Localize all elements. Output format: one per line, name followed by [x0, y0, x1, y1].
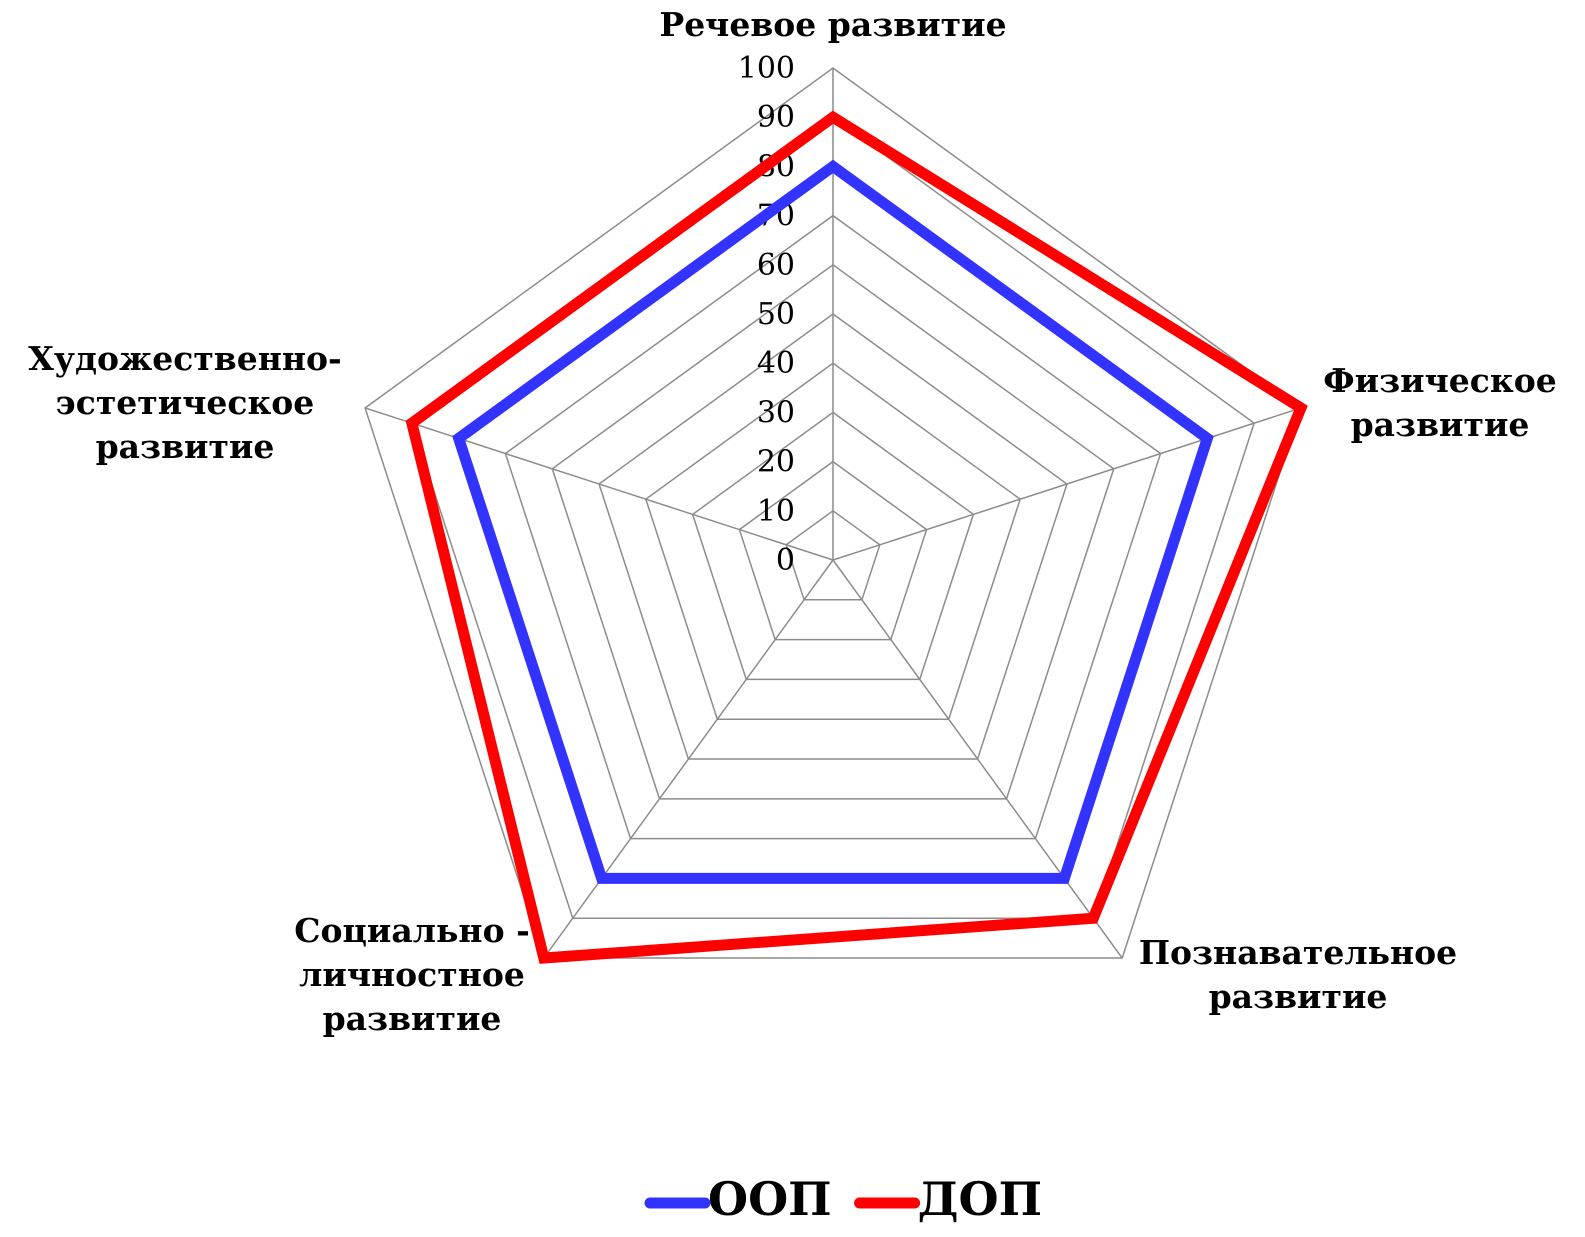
- spoke: [832, 559, 1123, 959]
- category-label: Познавательное развитие: [1138, 933, 1458, 1016]
- grid-ring: [598, 313, 1068, 760]
- tick-label: 20: [757, 445, 795, 480]
- spoke: [364, 407, 834, 561]
- spoke: [832, 407, 1302, 561]
- legend-label: ДОП: [918, 1172, 1042, 1226]
- grid-ring: [504, 214, 1162, 840]
- category-label: Физическое развитие: [1323, 361, 1557, 444]
- tick-label: 100: [738, 51, 795, 86]
- series-line: [452, 159, 1214, 884]
- category-label: Социально - личностное развитие: [294, 911, 530, 1038]
- series-line: [405, 110, 1308, 964]
- tick-label: 10: [757, 494, 795, 529]
- category-label: Речевое развитие: [659, 5, 1007, 44]
- category-label: Художественно-эстетическое развитие: [28, 339, 342, 466]
- grid-ring: [644, 362, 1022, 720]
- grid-ring: [785, 509, 881, 601]
- grid-ring: [691, 411, 975, 681]
- tick-label: 60: [757, 248, 795, 283]
- grid-ring: [551, 263, 1115, 800]
- tick-label: 0: [776, 543, 795, 578]
- tick-label: 90: [757, 100, 795, 135]
- grid-ring: [738, 460, 928, 641]
- tick-label: 40: [757, 346, 795, 381]
- tick-label: 50: [757, 297, 795, 332]
- spoke: [543, 559, 834, 959]
- legend-label: ООП: [708, 1172, 832, 1226]
- tick-label: 30: [757, 395, 795, 430]
- grid-ring: [364, 67, 1302, 959]
